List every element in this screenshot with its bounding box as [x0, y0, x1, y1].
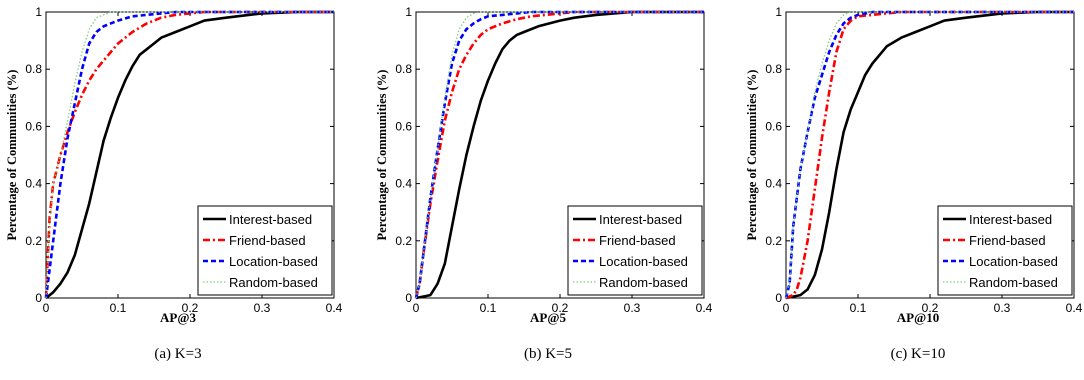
- legend-label: Location-based: [599, 254, 688, 269]
- y-axis-label: Percentage of Communities (%): [5, 70, 19, 241]
- legend-label: Random-based: [969, 275, 1058, 290]
- series-line-location-based: [44, 10, 334, 299]
- legend-label: Random-based: [599, 275, 688, 290]
- y-tick-label: 0.8: [765, 62, 782, 76]
- x-tick-label: 0: [43, 301, 50, 315]
- legend-label: Interest-based: [969, 212, 1052, 227]
- subfigure-caption: (a) K=3: [154, 346, 201, 362]
- x-tick-label: 0.2: [182, 301, 199, 315]
- y-tick-label: 0.6: [25, 119, 42, 133]
- y-tick-label: 0.2: [25, 234, 42, 248]
- chart-panel-2: 0 0.1 0.2 0.3 0.4 0 0.2 0.4 0.6 0.8 1 Interest-base…: [375, 5, 713, 362]
- y-tick-label: 0: [405, 291, 412, 305]
- legend-label: Random-based: [229, 275, 318, 290]
- legend: Interest-based Friend-based Location-based…: [567, 205, 703, 296]
- legend-label: Friend-based: [599, 233, 676, 248]
- series-line-interest-based: [45, 10, 334, 300]
- y-axis-label: Percentage of Communities (%): [375, 70, 389, 241]
- legend-box: [937, 205, 1073, 296]
- subfigure-caption: (b) K=5: [524, 346, 572, 362]
- series-line-location-based: [414, 10, 704, 299]
- x-tick-label: 0.3: [624, 301, 641, 315]
- y-tick-label: 0: [35, 291, 42, 305]
- x-tick-label: 0: [783, 301, 790, 315]
- legend-label: Friend-based: [969, 233, 1046, 248]
- x-tick-label: 0.4: [1066, 301, 1083, 315]
- x-tick-label: 0.2: [552, 301, 569, 315]
- y-tick-label: 0.4: [765, 177, 782, 191]
- y-tick-label: 1: [775, 5, 782, 19]
- y-tick-label: 0.8: [25, 62, 42, 76]
- subfigure-caption: (c) K=10: [891, 346, 946, 362]
- x-axis-label: AP@5: [530, 310, 566, 325]
- legend-box: [197, 205, 333, 296]
- y-tick-label: 0.2: [395, 234, 412, 248]
- x-axis-label: AP@10: [897, 310, 939, 325]
- x-tick-label: 0: [413, 301, 420, 315]
- legend-label: Interest-based: [599, 212, 682, 227]
- series-line-friend-based: [44, 10, 334, 299]
- x-tick-label: 0.4: [696, 301, 713, 315]
- legend-label: Friend-based: [229, 233, 306, 248]
- series-line-interest-based: [415, 10, 704, 300]
- chart-panel-1: 0 0.1 0.2 0.3 0.4 0 0.2 0.4 0.6 0.8 1 Interest-base…: [5, 5, 343, 362]
- y-tick-label: 1: [405, 5, 412, 19]
- x-tick-label: 0.1: [480, 301, 497, 315]
- y-tick-label: 0.6: [765, 119, 782, 133]
- y-tick-label: 0.4: [395, 177, 412, 191]
- x-tick-label: 0.2: [922, 301, 939, 315]
- y-tick-label: 1: [35, 5, 42, 19]
- legend-box: [567, 205, 703, 296]
- legend: Interest-based Friend-based Location-based…: [937, 205, 1073, 296]
- series-line-interest-based: [785, 10, 1074, 300]
- y-tick-label: 0.2: [765, 234, 782, 248]
- y-tick-label: 0.6: [395, 119, 412, 133]
- legend-label: Location-based: [969, 254, 1058, 269]
- x-tick-label: 0.3: [254, 301, 271, 315]
- x-tick-label: 0.1: [850, 301, 867, 315]
- x-tick-label: 0.4: [326, 301, 343, 315]
- series-line-friend-based: [785, 10, 1074, 300]
- y-tick-label: 0.4: [25, 177, 42, 191]
- legend-label: Location-based: [229, 254, 318, 269]
- chart-panel-3: 0 0.1 0.2 0.3 0.4 0 0.2 0.4 0.6 0.8 1 Interest-base…: [745, 5, 1083, 362]
- x-tick-label: 0.1: [110, 301, 127, 315]
- legend: Interest-based Friend-based Location-based…: [197, 205, 333, 296]
- x-axis-label: AP@3: [160, 310, 196, 325]
- series-line-random-based: [415, 11, 704, 299]
- series-line-random-based: [45, 11, 334, 299]
- y-tick-label: 0: [775, 291, 782, 305]
- x-tick-label: 0.3: [994, 301, 1011, 315]
- y-axis-label: Percentage of Communities (%): [745, 70, 759, 241]
- y-tick-label: 0.8: [395, 62, 412, 76]
- legend-label: Interest-based: [229, 212, 312, 227]
